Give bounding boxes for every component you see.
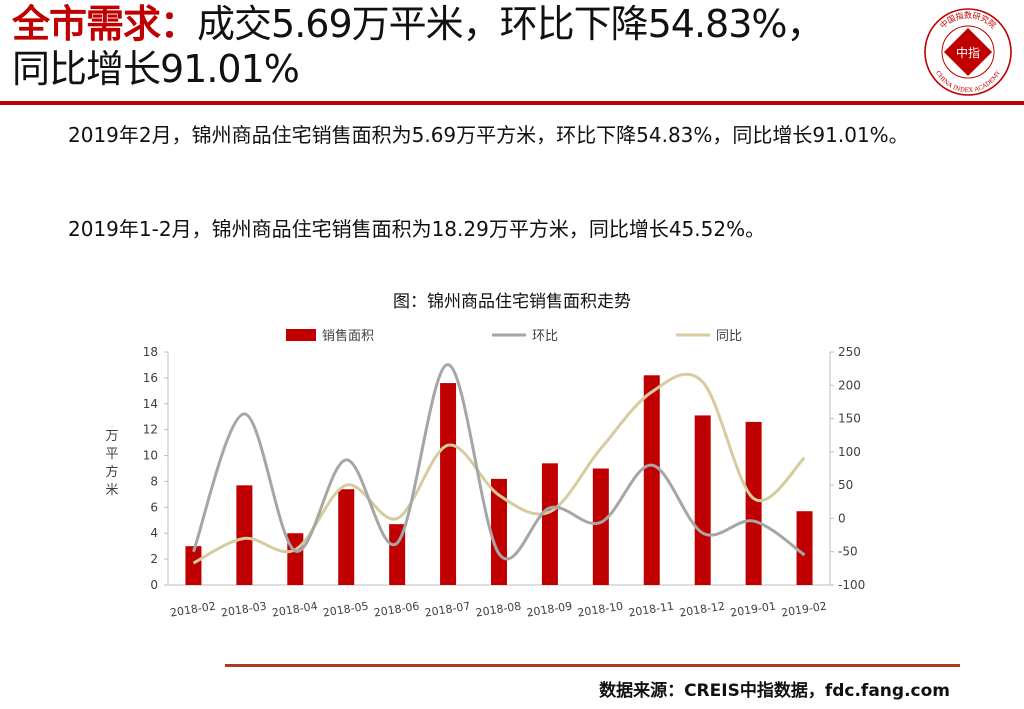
paragraph-cumulative: 2019年1-2月，锦州商品住宅销售面积为18.29万平方米，同比增长45.52… [68, 217, 766, 241]
left-tick-label: 8 [150, 474, 158, 488]
right-tick-label: 100 [838, 445, 861, 459]
x-tick-label: 2019-01 [729, 600, 776, 620]
footer-divider [225, 664, 960, 667]
right-tick-label: 0 [838, 511, 846, 525]
right-tick-label: 150 [838, 412, 861, 426]
right-tick-label: -50 [838, 545, 858, 559]
x-tick-label: 2018-12 [678, 600, 725, 620]
page-title: 全市需求：成交5.69万平米，环比下降54.83%， 同比增长91.01% [12, 2, 912, 92]
right-tick-label: 200 [838, 378, 861, 392]
x-tick-label: 2018-06 [373, 600, 420, 620]
bar-sales-area [643, 375, 660, 585]
x-tick-label: 2018-07 [424, 600, 471, 620]
bar-sales-area [185, 546, 202, 585]
legend-label-mom: 环比 [532, 329, 558, 344]
data-source: 数据来源：CREIS中指数据，fdc.fang.com [599, 681, 950, 701]
right-tick-label: -100 [838, 578, 865, 592]
x-tick-label: 2018-11 [628, 600, 675, 620]
bar-sales-area [541, 463, 558, 585]
bar-sales-area [796, 511, 813, 585]
legend-swatch-sales-area [286, 329, 316, 341]
x-tick-label: 2019-02 [780, 600, 827, 620]
title-emphasis: 全市需求： [12, 2, 198, 46]
x-tick-label: 2018-03 [220, 600, 267, 620]
right-tick-label: 50 [838, 478, 853, 492]
left-tick-label: 2 [150, 552, 158, 566]
x-tick-label: 2018-02 [169, 600, 216, 620]
bar-sales-area [287, 533, 304, 585]
legend-label-yoy: 同比 [716, 329, 742, 344]
y-axis-label-char: 米 [105, 483, 118, 498]
header-divider [0, 101, 1024, 105]
logo-top-text: 中国指数研究院 [938, 10, 999, 30]
y-axis-label-char: 方 [105, 464, 118, 480]
x-tick-label: 2018-08 [475, 600, 522, 620]
bar-sales-area [592, 468, 609, 585]
paragraph-monthly: 2019年2月，锦州商品住宅销售面积为5.69万平方米，环比下降54.83%，同… [68, 123, 909, 147]
left-tick-label: 4 [150, 526, 158, 540]
left-tick-label: 0 [150, 578, 158, 592]
left-tick-label: 10 [143, 449, 158, 463]
chart-title: 图：锦州商品住宅销售面积走势 [393, 292, 631, 312]
x-tick-label: 2018-04 [271, 600, 318, 620]
left-tick-label: 18 [143, 345, 158, 359]
right-tick-label: 250 [838, 345, 861, 359]
line-mom [192, 363, 806, 561]
bar-sales-area [236, 485, 253, 585]
left-tick-label: 16 [143, 371, 158, 385]
y-axis-label-char: 万 [105, 429, 118, 444]
bar-sales-area [440, 383, 457, 585]
title-line2: 同比增长91.01% [12, 47, 300, 91]
legend-label-sales-area: 销售面积 [322, 328, 374, 344]
bar-sales-area [694, 415, 711, 585]
left-tick-label: 6 [150, 500, 158, 514]
bar-sales-area [745, 421, 762, 585]
title-line1: 成交5.69万平米，环比下降54.83%， [197, 2, 825, 46]
x-tick-label: 2018-05 [322, 600, 369, 620]
x-tick-label: 2018-09 [526, 600, 573, 620]
bar-sales-area [338, 489, 355, 585]
x-tick-label: 2018-10 [577, 600, 624, 620]
left-tick-label: 12 [143, 423, 158, 437]
left-tick-label: 14 [143, 397, 158, 411]
y-axis-label-char: 平 [105, 447, 118, 462]
logo-center-text: 中指 [956, 45, 980, 60]
china-index-academy-logo: 中指 中国指数研究院 CHINA INDEX ACADEMY [924, 8, 1012, 96]
sales-area-chart: 0 2 4 6 8 10 12 14 16 18 -100 -50 0 50 100 150 200 250 万平方… [105, 328, 865, 620]
line-yoy [192, 372, 806, 565]
